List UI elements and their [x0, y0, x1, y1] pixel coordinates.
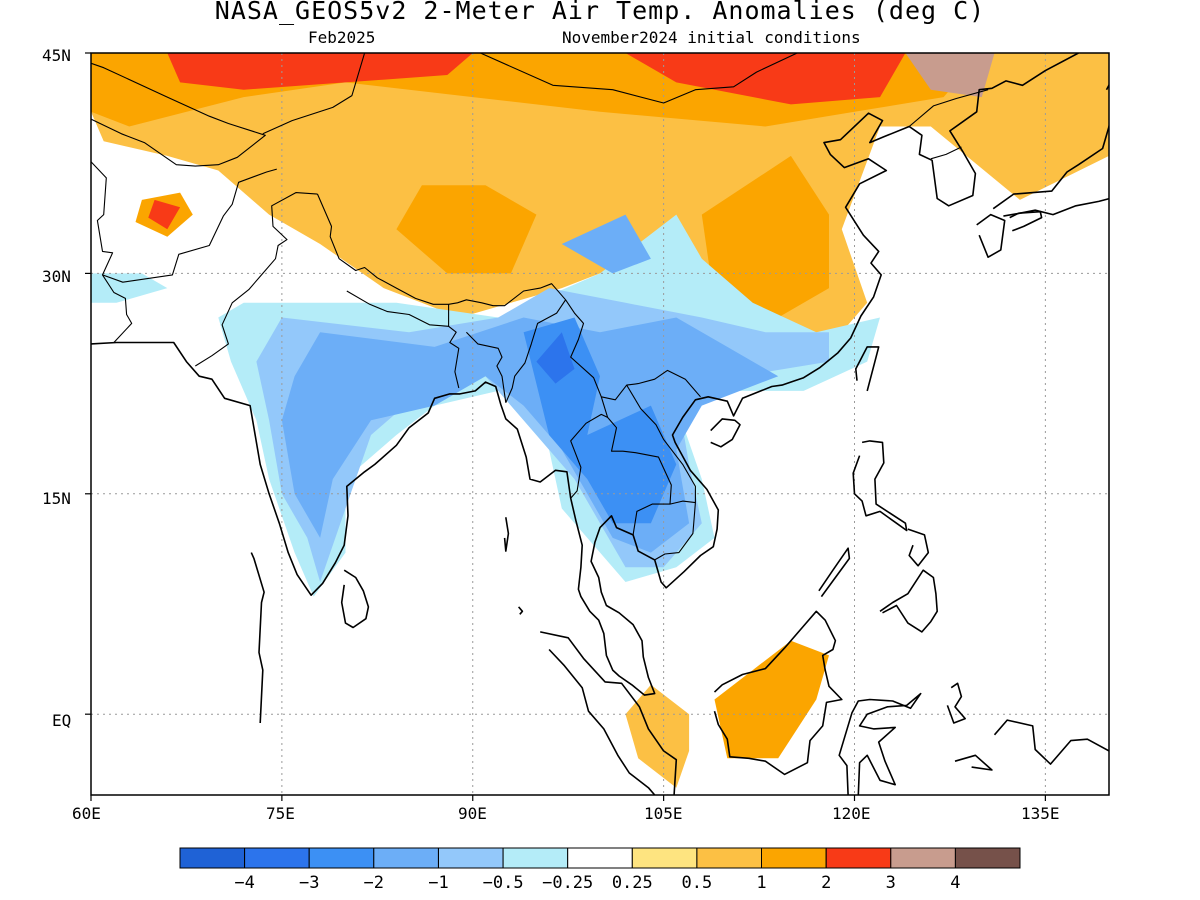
colorbar-swatch-3: [373, 847, 439, 869]
coastline-srilanka: [340, 569, 370, 629]
coastline-samar-leyte: [907, 528, 930, 567]
anomaly-region-2: [396, 185, 537, 274]
lon-label-90e: 90E: [458, 804, 487, 823]
coastline-new-guinea: [993, 719, 1109, 765]
anomaly-region-9: [714, 640, 829, 759]
colorbar-swatch-8: [696, 847, 763, 869]
colorbar-label-8: 1: [756, 873, 766, 893]
colorbar-swatch-1: [244, 847, 310, 869]
border-india-pak: [195, 192, 318, 367]
lon-label-105e: 105E: [644, 804, 683, 823]
lat-label-15n: 15N: [42, 489, 71, 508]
coastline-borneo: [713, 610, 843, 776]
coastline-nicobar: [517, 606, 524, 615]
colorbar-swatch-0: [179, 847, 246, 869]
anomaly-region-8: [905, 53, 995, 98]
anomaly-region-19: [536, 332, 575, 384]
border-china-mongolia: [262, 53, 798, 135]
anomaly-region-17: [561, 214, 651, 274]
coastline-luzon: [852, 440, 908, 532]
colorbar-swatch-4: [438, 847, 504, 869]
border-laos-vn: [626, 384, 696, 561]
colorbar-swatch-2: [308, 847, 375, 869]
lon-label-135e: 135E: [1021, 804, 1060, 823]
colorbar-swatch-6: [567, 847, 633, 869]
border-thai-myanmar: [570, 413, 608, 499]
border-bangladesh-ne: [466, 331, 507, 403]
colorbar-label-0: −4: [234, 873, 254, 893]
colorbar-label-10: 3: [886, 873, 896, 893]
forecast-month: Feb2025: [308, 28, 376, 47]
coastline-kyushu: [976, 213, 1006, 259]
coastline-taiwan: [854, 346, 880, 392]
coastline-honshu: [992, 122, 1109, 217]
lat-label-30n: 30N: [42, 267, 71, 286]
border-pak-afghan: [102, 168, 277, 283]
border-bangladesh: [448, 325, 460, 389]
colorbar-label-4: −0.5: [483, 873, 524, 893]
lat-label-45n: 45N: [42, 46, 71, 65]
anomaly-region-5: [167, 53, 473, 90]
colorbar-swatch-7: [631, 847, 698, 869]
lon-label-75e: 75E: [266, 804, 295, 823]
border-mekong: [600, 396, 696, 505]
lon-label-120e: 120E: [832, 804, 871, 823]
coastline-seram: [954, 754, 993, 771]
border-korea-dmz: [930, 146, 962, 160]
border-thai-cambodia: [632, 503, 670, 535]
border-himalaya: [316, 193, 701, 401]
border-central-asia: [91, 62, 266, 167]
coastline-shikoku: [1009, 210, 1043, 232]
border-myanmar-india: [505, 299, 567, 403]
anomaly-region-0: [91, 53, 1109, 377]
border-iran-afghan: [91, 161, 133, 343]
map-frame: [90, 52, 1110, 796]
coastline-sulawesi: [838, 692, 922, 795]
colorbar-swatch-11: [890, 847, 956, 869]
colorbar-label-3: −1: [428, 873, 448, 893]
initial-conditions-label: November2024 initial conditions: [562, 28, 861, 47]
border-china-dprk: [908, 89, 989, 127]
colorbar-label-7: 0.5: [682, 873, 713, 893]
colorbar-label-11: 4: [950, 873, 960, 893]
coastline-andaman: [503, 517, 510, 552]
coastline-india: [91, 53, 1079, 696]
coastline-palawan: [818, 547, 851, 598]
colorbar-swatch-12: [954, 847, 1021, 869]
colorbar-swatch-10: [825, 847, 892, 869]
lat-label-eq: EQ: [52, 711, 72, 730]
coastline-halmahera: [946, 682, 967, 724]
colorbar-label-5: −0.25: [542, 873, 593, 893]
colorbar-label-6: 0.25: [612, 873, 653, 893]
coastline-hainan: [710, 418, 741, 448]
colorbar-label-2: −2: [364, 873, 384, 893]
colorbar-swatch-9: [761, 847, 827, 869]
colorbar-label-9: 2: [821, 873, 831, 893]
anomaly-region-3: [701, 155, 829, 318]
colorbar-label-1: −3: [299, 873, 319, 893]
lon-label-60e: 60E: [72, 804, 101, 823]
coastline-mindanao: [879, 569, 939, 633]
coastline-sumatra: [540, 631, 678, 795]
anomaly-region-7: [148, 199, 181, 230]
anomaly-region-13: [91, 273, 168, 303]
coastline-lakshadweep: [250, 552, 265, 724]
map-title: NASA_GEOS5v2 2-Meter Air Temp. Anomalies…: [214, 0, 986, 25]
anomaly-region-6: [625, 53, 906, 105]
colorbar-swatch-5: [502, 847, 569, 869]
